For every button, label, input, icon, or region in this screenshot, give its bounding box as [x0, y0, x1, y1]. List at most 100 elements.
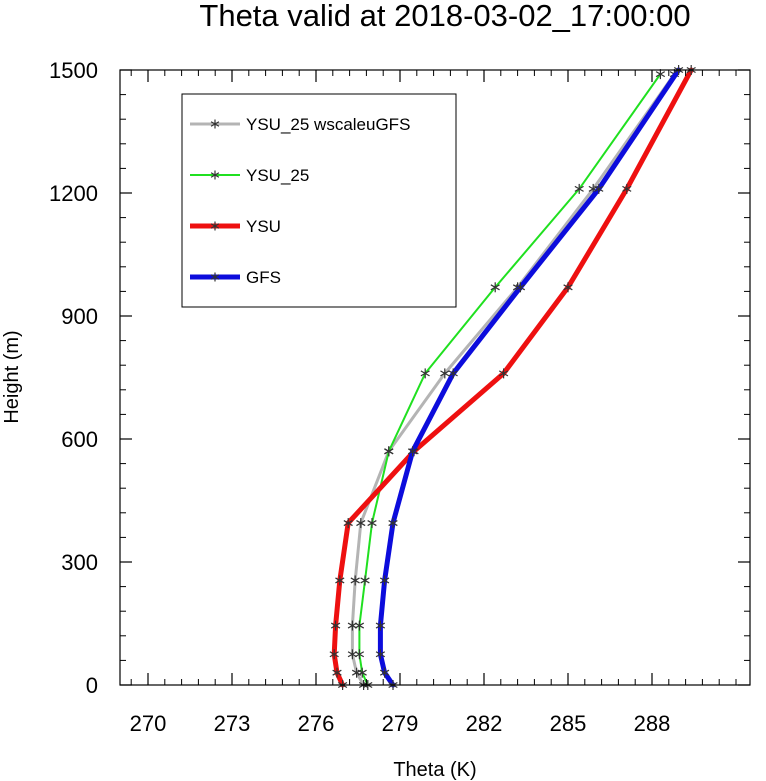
data-point: [407, 446, 418, 457]
data-point: [515, 282, 526, 293]
data-point: [384, 446, 394, 457]
x-tick-label: 273: [214, 711, 251, 736]
marker-stroke: [367, 520, 377, 527]
marker-stroke: [379, 669, 390, 676]
marker-stroke: [330, 622, 341, 629]
data-point: [354, 649, 365, 660]
data-point: [574, 183, 584, 194]
y-tick-label: 0: [86, 673, 98, 698]
legend-marker: [210, 170, 220, 180]
marker-stroke: [563, 284, 573, 291]
legend: YSU_25 wscaleuGFS YSU_25 YSU GFS: [181, 93, 457, 308]
marker-stroke: [210, 172, 220, 178]
x-tick-label: 270: [130, 711, 167, 736]
marker-stroke: [357, 669, 367, 676]
legend-entry: YSU: [190, 217, 281, 236]
y-tick-label: 1500: [49, 58, 98, 83]
x-axis: 270 273 276 279 282 285 288: [130, 70, 737, 736]
marker-stroke: [210, 274, 220, 280]
marker-stroke: [375, 622, 386, 629]
data-point: [356, 518, 366, 529]
data-point: [440, 368, 450, 379]
data-point: [343, 518, 353, 529]
data-point: [375, 620, 386, 631]
legend-marker: [210, 119, 220, 129]
data-point: [379, 667, 390, 678]
y-tick-label: 300: [61, 550, 98, 575]
data-point: [379, 575, 390, 586]
y-tick-label: 900: [61, 304, 98, 329]
marker-stroke: [655, 71, 666, 78]
marker-stroke: [440, 370, 450, 377]
data-point: [347, 620, 358, 631]
marker-stroke: [332, 669, 342, 676]
marker-stroke: [210, 121, 220, 127]
x-tick-label: 282: [466, 711, 503, 736]
marker-stroke: [335, 577, 345, 584]
plot-frame: [119, 69, 751, 686]
y-axis-label: Height (m): [1, 330, 23, 423]
marker-stroke: [498, 370, 509, 377]
y-tick-label: 1200: [49, 181, 98, 206]
data-point: [357, 667, 367, 678]
legend-marker: [210, 221, 220, 231]
data-point: [388, 518, 398, 529]
marker-stroke: [515, 284, 526, 291]
marker-stroke: [622, 185, 632, 192]
marker-stroke: [574, 185, 584, 192]
marker-stroke: [375, 651, 386, 658]
data-point: [490, 282, 500, 293]
x-tick-label: 276: [298, 711, 335, 736]
x-tick-label: 288: [634, 711, 671, 736]
data-point: [448, 368, 458, 379]
data-point: [622, 183, 632, 194]
marker-stroke: [350, 577, 360, 584]
marker-stroke: [594, 185, 604, 192]
data-point: [367, 518, 377, 529]
series-ysu-25-wscaleugfs: [347, 69, 680, 690]
x-axis-label: Theta (K): [393, 759, 476, 781]
data-point: [420, 368, 430, 379]
data-point: [594, 183, 604, 194]
x-tick-label: 285: [550, 711, 587, 736]
data-point: [347, 649, 358, 660]
legend-entry: YSU_25 wscaleuGFS: [190, 115, 410, 134]
series-gfs: [375, 65, 684, 690]
marker-stroke: [329, 651, 339, 658]
legend-label: YSU_25: [246, 166, 309, 185]
x-tick-label: 279: [382, 711, 419, 736]
marker-stroke: [354, 651, 365, 658]
plot-area: [329, 65, 696, 690]
data-point: [354, 620, 365, 631]
marker-stroke: [490, 284, 500, 291]
data-point: [655, 69, 666, 80]
legend-entry: GFS: [190, 268, 281, 287]
data-point: [335, 575, 345, 586]
legend-label: YSU_25 wscaleuGFS: [246, 115, 410, 134]
marker-stroke: [356, 520, 366, 527]
chart-title: Theta valid at 2018-03-02_17:00:00: [199, 0, 690, 33]
legend-label: GFS: [246, 268, 281, 287]
y-axis: 0 300 600 900 1200 1500: [49, 58, 750, 698]
legend-entry: YSU_25: [190, 166, 309, 185]
marker-stroke: [420, 370, 430, 377]
data-point: [375, 649, 386, 660]
marker-stroke: [448, 370, 458, 377]
legend-box: [181, 93, 457, 308]
data-point: [498, 368, 509, 379]
series-ysu-25: [354, 69, 666, 690]
legend-label: YSU: [246, 217, 281, 236]
marker-stroke: [210, 223, 220, 229]
y-tick-label: 600: [61, 427, 98, 452]
data-point: [330, 620, 341, 631]
data-point: [360, 575, 370, 586]
marker-stroke: [354, 622, 365, 629]
marker-stroke: [388, 520, 398, 527]
legend-marker: [210, 272, 220, 282]
data-point: [350, 575, 360, 586]
marker-stroke: [384, 448, 394, 455]
marker-stroke: [343, 520, 353, 527]
marker-stroke: [379, 577, 390, 584]
marker-stroke: [360, 577, 370, 584]
